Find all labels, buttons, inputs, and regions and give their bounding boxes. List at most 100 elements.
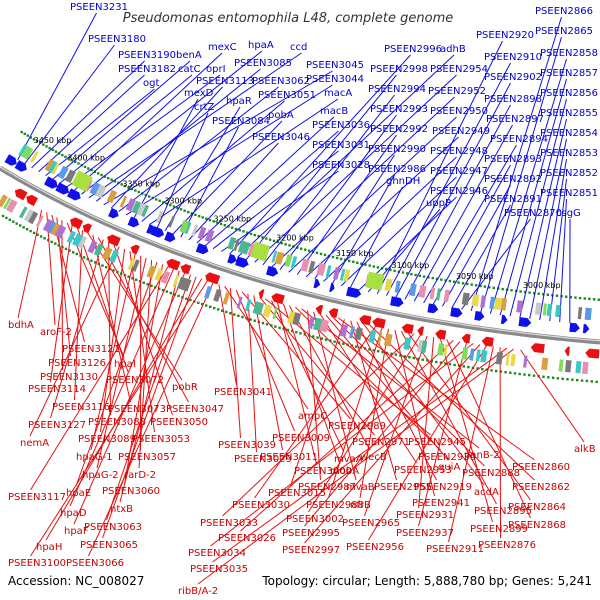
gene-label-pseen2989[interactable]: PSEEN2989 xyxy=(328,421,386,432)
gene-label-hpai[interactable]: hpaI xyxy=(114,359,136,370)
gene-label-pseen3060[interactable]: PSEEN3060 xyxy=(102,486,160,497)
gene-label-pseen3121[interactable]: PSEEN3121 xyxy=(62,344,120,355)
gene-label-pseen2992[interactable]: PSEEN2992 xyxy=(370,124,428,135)
gene-label-pseen3182[interactable]: PSEEN3182 xyxy=(118,64,176,75)
gene-label-pseen3044[interactable]: PSEEN3044 xyxy=(306,74,364,85)
gene-label-pseen3066[interactable]: PSEEN3066 xyxy=(66,558,124,569)
gene-label-catc[interactable]: catC xyxy=(178,64,201,75)
gene-label-pseen2911[interactable]: PSEEN2911 xyxy=(426,544,484,555)
gene-label-pseen2941[interactable]: PSEEN2941 xyxy=(412,498,470,509)
gene-label-pseen3130[interactable]: PSEEN3130 xyxy=(40,372,98,383)
gene-label-pseen2854[interactable]: PSEEN2854 xyxy=(540,128,598,139)
gene-label-pseen2897[interactable]: PSEEN2897 xyxy=(486,114,544,125)
gene-label-poba[interactable]: pobA xyxy=(268,110,294,121)
gene-label-pseen2995[interactable]: PSEEN2995 xyxy=(282,528,340,539)
gene-label-ntxb[interactable]: ntxB xyxy=(110,504,133,515)
gene-label-pseen3035[interactable]: PSEEN3035 xyxy=(190,564,248,575)
gene-label-wecb[interactable]: wecB xyxy=(360,452,387,463)
gene-label-pseen3030[interactable]: PSEEN3030 xyxy=(232,500,290,511)
gene-label-pseen2990[interactable]: PSEEN2990 xyxy=(368,144,426,155)
gene-label-pseen3041[interactable]: PSEEN3041 xyxy=(214,387,272,398)
gene-label-pseen2856[interactable]: PSEEN2856 xyxy=(540,88,598,99)
gene-label-moba[interactable]: mobA xyxy=(330,466,359,477)
gene-label-pseen2860[interactable]: PSEEN2860 xyxy=(512,462,570,473)
gene-label-pseen2891[interactable]: PSEEN2891 xyxy=(484,194,542,205)
gene-label-bdha[interactable]: bdhA xyxy=(8,320,34,331)
gene-label-pseen2919[interactable]: PSEEN2919 xyxy=(414,482,472,493)
gene-label-pseen2899[interactable]: PSEEN2899 xyxy=(470,524,528,535)
gene-label-pseen3231[interactable]: PSEEN3231 xyxy=(70,2,128,13)
gene-label-pseen2868[interactable]: PSEEN2868 xyxy=(508,520,566,531)
gene-label-pseen3034[interactable]: PSEEN3034 xyxy=(188,548,246,559)
gene-label-bena[interactable]: benA xyxy=(176,50,202,61)
gene-label-hpar[interactable]: hpaR xyxy=(226,96,252,107)
gene-label-pseen2947[interactable]: PSEEN2947 xyxy=(430,166,488,177)
gene-label-ccd[interactable]: ccd xyxy=(290,42,307,53)
gene-label-pseen2946[interactable]: PSEEN2946 xyxy=(430,186,488,197)
gene-label-ribb-a-2[interactable]: ribB/A-2 xyxy=(178,586,218,597)
gene-label-pseen2998[interactable]: PSEEN2998 xyxy=(370,64,428,75)
gene-label-pseen3180[interactable]: PSEEN3180 xyxy=(88,34,146,45)
gene-label-mexc[interactable]: mexC xyxy=(208,42,237,53)
gene-label-pseen2866[interactable]: PSEEN2866 xyxy=(535,6,593,17)
gene-label-pseen3126[interactable]: PSEEN3126 xyxy=(48,358,106,369)
gene-label-pseen3117[interactable]: PSEEN3117 xyxy=(8,492,66,503)
gene-label-pseen2955[interactable]: PSEEN2955 xyxy=(374,482,432,493)
gene-label-pseen3000[interactable]: PSEEN3000 xyxy=(294,466,352,477)
gene-label-pseen2864[interactable]: PSEEN2864 xyxy=(508,502,566,513)
gene-label-pseen2945[interactable]: PSEEN2945 xyxy=(408,437,466,448)
gene-label-mvaa[interactable]: mvaA xyxy=(334,454,363,465)
gene-label-pseen3011[interactable]: PSEEN3011 xyxy=(260,452,318,463)
gene-label-hpag-2[interactable]: hpaG-2 xyxy=(82,470,119,481)
gene-label-pseen2870[interactable]: PSEEN2870 xyxy=(504,208,562,219)
gene-label-pseen2858[interactable]: PSEEN2858 xyxy=(540,48,598,59)
gene-label-pseen2986[interactable]: PSEEN2986 xyxy=(368,164,426,175)
gene-label-pseen3036[interactable]: PSEEN3036 xyxy=(312,120,370,131)
gene-label-nfrb[interactable]: nfrB xyxy=(350,500,371,511)
gene-label-pseen3009[interactable]: PSEEN3009 xyxy=(272,433,330,444)
gene-label-pseen3085[interactable]: PSEEN3085 xyxy=(234,58,292,69)
gene-label-pseen3062[interactable]: PSEEN3062 xyxy=(252,76,310,87)
gene-label-pseen3089[interactable]: PSEEN3089 xyxy=(78,434,136,445)
gene-label-pseen2865[interactable]: PSEEN2865 xyxy=(535,26,593,37)
gene-label-pseen3065[interactable]: PSEEN3065 xyxy=(80,540,138,551)
gene-label-quia[interactable]: quiA xyxy=(438,462,460,473)
gene-label-pseen2952[interactable]: PSEEN2952 xyxy=(428,86,486,97)
gene-label-hpaf[interactable]: hpaF xyxy=(64,526,89,537)
gene-label-crtz[interactable]: crtZ xyxy=(194,102,215,113)
gene-label-hpad[interactable]: hpaD xyxy=(60,508,87,519)
gene-label-hpae[interactable]: hpaE xyxy=(66,488,91,499)
gene-label-pseen3028[interactable]: PSEEN3028 xyxy=(312,160,370,171)
gene-label-alkb[interactable]: alkB xyxy=(574,444,596,455)
gene-label-pseen3045[interactable]: PSEEN3045 xyxy=(306,60,364,71)
gene-label-pseen2997[interactable]: PSEEN2997 xyxy=(282,545,340,556)
gene-label-pseen3072[interactable]: PSEEN3072 xyxy=(106,375,164,386)
gene-label-pseen3073[interactable]: PSEEN3073 xyxy=(108,404,166,415)
gene-label-pseen2971[interactable]: PSEEN2971 xyxy=(352,437,410,448)
gene-label-pseen3116[interactable]: PSEEN3116 xyxy=(52,402,110,413)
gene-label-pseen2893[interactable]: PSEEN2893 xyxy=(484,154,542,165)
gene-label-pseen2853[interactable]: PSEEN2853 xyxy=(540,148,598,159)
gene-label-mexd[interactable]: mexD xyxy=(184,88,214,99)
gene-label-pseen2902[interactable]: PSEEN2902 xyxy=(484,72,542,83)
gene-label-pseen2920[interactable]: PSEEN2920 xyxy=(476,30,534,41)
gene-label-nema[interactable]: nemA xyxy=(20,438,49,449)
gene-label-uppp[interactable]: uppP xyxy=(426,198,451,209)
gene-label-pseen2948[interactable]: PSEEN2948 xyxy=(430,146,488,157)
gene-label-ogt[interactable]: ogt xyxy=(143,78,159,89)
gene-label-pseen2876[interactable]: PSEEN2876 xyxy=(478,540,536,551)
gene-label-pseen2931[interactable]: PSEEN2931 xyxy=(396,510,454,521)
gene-label-pseen3046[interactable]: PSEEN3046 xyxy=(252,132,310,143)
gene-label-pseen2851[interactable]: PSEEN2851 xyxy=(540,188,598,199)
gene-label-macb[interactable]: macB xyxy=(320,106,348,117)
gene-label-opri[interactable]: oprI xyxy=(206,64,226,75)
gene-label-pseen2953[interactable]: PSEEN2953 xyxy=(394,465,452,476)
gene-label-pseen2937[interactable]: PSEEN2937 xyxy=(396,528,454,539)
gene-label-pseen3015[interactable]: PSEEN3015 xyxy=(268,488,326,499)
gene-label-pseen2895[interactable]: PSEEN2895 xyxy=(474,506,532,517)
gene-label-pseen3127[interactable]: PSEEN3127 xyxy=(28,420,86,431)
gene-label-pseen3002[interactable]: PSEEN3002 xyxy=(286,514,344,525)
gene-label-pseen2965[interactable]: PSEEN2965 xyxy=(342,518,400,529)
gene-label-pseen2898[interactable]: PSEEN2898 xyxy=(484,94,542,105)
gene-label-pseen3051[interactable]: PSEEN3051 xyxy=(258,90,316,101)
